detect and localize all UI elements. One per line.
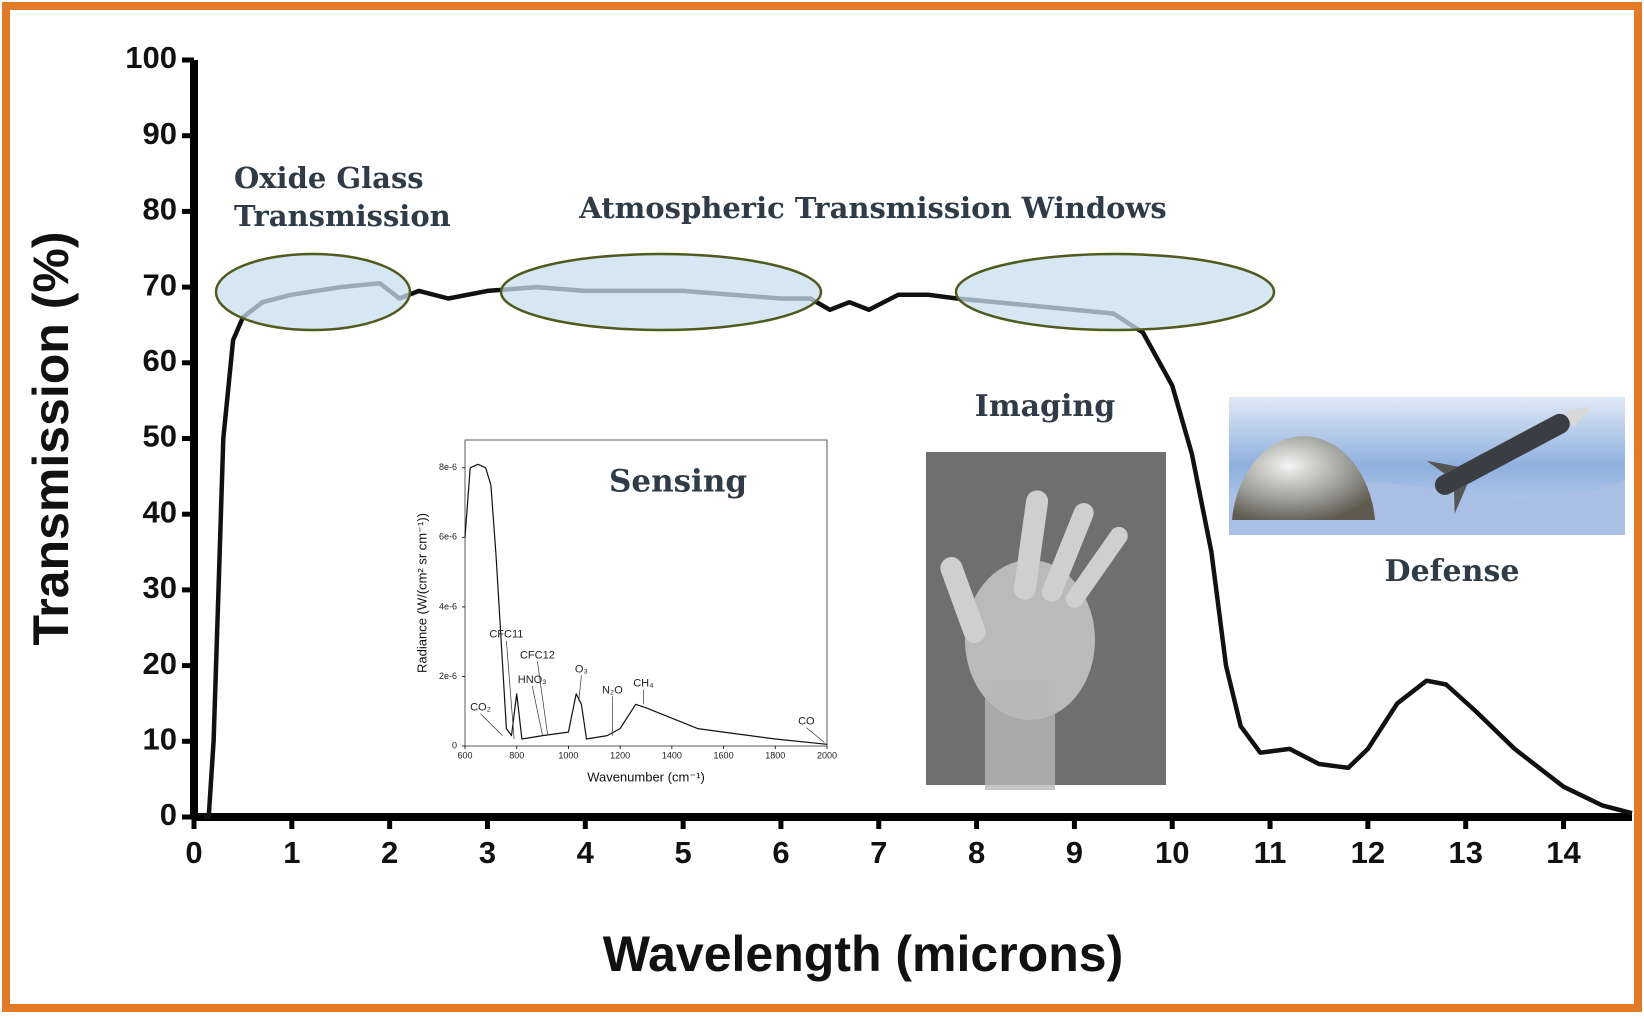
x-tick-label: 0 — [185, 835, 202, 870]
x-tick-label: 9 — [1066, 835, 1083, 870]
y-tick-label: 30 — [143, 570, 177, 605]
y-tick-label: 40 — [143, 494, 177, 529]
gas-label: CO — [798, 716, 815, 728]
y-tick-label: 6e-6 — [439, 532, 457, 542]
x-tick-label: 2 — [381, 835, 398, 870]
x-tick-label: 12 — [1351, 835, 1385, 870]
gas-label: CFC11 — [489, 629, 523, 641]
x-tick-label: 6 — [772, 835, 789, 870]
y-tick-label: 90 — [143, 116, 177, 151]
annotation: Sensing — [609, 464, 747, 500]
x-tick-label: 1 — [283, 835, 300, 870]
x-tick-label: 7 — [870, 835, 887, 870]
y-tick-label: 2e-6 — [439, 671, 457, 681]
y-tick-label: 100 — [125, 40, 177, 75]
x-tick-label: 4 — [577, 835, 595, 870]
annotation: Atmospheric Transmission Windows — [578, 191, 1167, 225]
y-tick-label: 50 — [143, 419, 177, 454]
y-tick-label: 80 — [143, 192, 177, 227]
x-tick-label: 800 — [509, 750, 524, 760]
x-tick-label: 11 — [1254, 835, 1287, 870]
inset-plot: 600 800 1000 1200 1400 1600 1800 2000 0 2e-6 4e-6 6… — [414, 437, 837, 784]
y-tick-label: 70 — [143, 267, 177, 302]
y-tick-label: 8e-6 — [439, 462, 457, 472]
y-tick-label: 60 — [143, 343, 177, 378]
x-tick-label: 8 — [968, 835, 985, 870]
y-axis-label: Radiance (W/(cm² sr cm⁻¹)) — [414, 513, 429, 673]
y-axis-label: Transmission (%) — [23, 232, 79, 646]
x-tick-label: 13 — [1448, 835, 1482, 870]
imaging-photo — [926, 452, 1166, 790]
chart: 0123456789101112131401020304050607080901… — [0, 0, 1644, 1014]
y-tick-label: 20 — [143, 646, 177, 681]
window-highlight — [956, 254, 1274, 330]
gas-label: CO₂ — [470, 702, 491, 714]
y-tick-label: 4e-6 — [439, 601, 457, 611]
annotation: Imaging — [975, 389, 1115, 424]
defense-picture — [1229, 381, 1625, 535]
x-tick-label: 1400 — [662, 750, 682, 760]
x-tick-label: 5 — [674, 835, 691, 870]
y-tick-label: 10 — [143, 721, 177, 756]
x-tick-label: 2000 — [817, 750, 837, 760]
x-tick-label: 1800 — [765, 750, 785, 760]
annotation: Oxide Glass — [234, 161, 424, 195]
annotation: Transmission — [234, 199, 451, 233]
x-tick-label: 1600 — [714, 750, 734, 760]
x-tick-label: 1000 — [558, 750, 578, 760]
gas-label: O₃ — [575, 663, 588, 675]
x-tick-label: 10 — [1155, 835, 1189, 870]
y-tick-label: 0 — [160, 797, 177, 832]
x-tick-label: 600 — [457, 750, 472, 760]
x-axis-label: Wavelength (microns) — [603, 926, 1123, 982]
x-tick-label: 3 — [479, 835, 496, 870]
y-tick-label: 0 — [452, 740, 457, 750]
window-highlight — [216, 254, 410, 330]
x-tick-label: 1200 — [610, 750, 630, 760]
gas-label: HNO₃ — [518, 674, 547, 686]
gas-label: CFC12 — [520, 649, 555, 661]
annotation: Defense — [1385, 554, 1520, 589]
window-highlight — [501, 254, 821, 330]
gas-label: CH₄ — [633, 677, 654, 689]
x-tick-label: 14 — [1546, 835, 1581, 870]
gas-label: N₂O — [602, 684, 623, 696]
x-axis-label: Wavenumber (cm⁻¹) — [587, 769, 705, 784]
